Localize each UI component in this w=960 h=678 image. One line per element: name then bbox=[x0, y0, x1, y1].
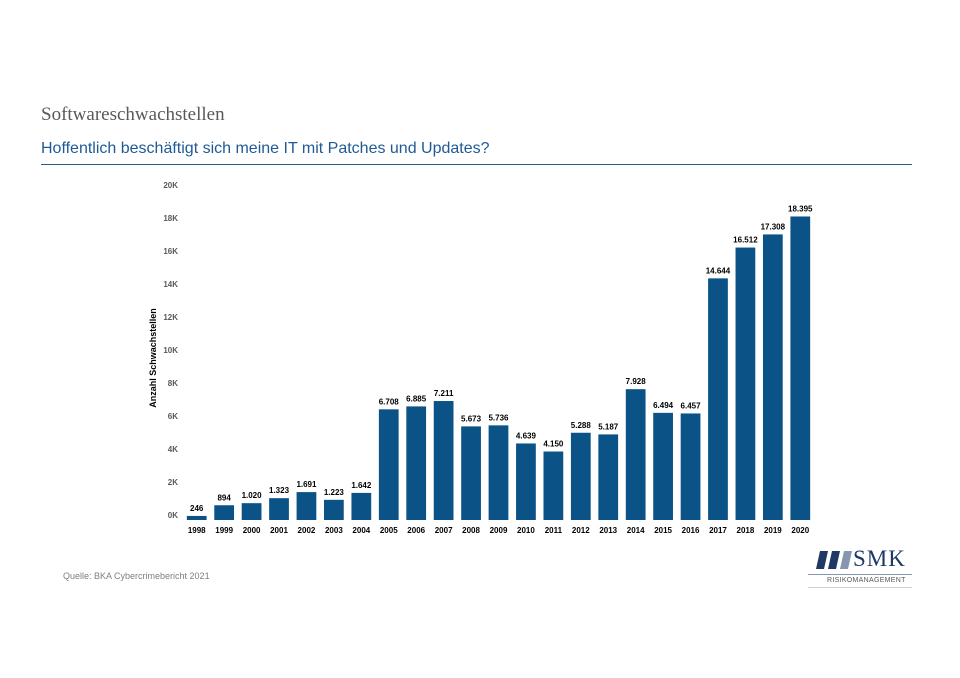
bar bbox=[351, 492, 372, 520]
data-label: 1.223 bbox=[324, 488, 345, 497]
data-label: 1.020 bbox=[242, 491, 263, 500]
y-axis-label: Anzahl Schwachstellen bbox=[148, 308, 158, 408]
bar bbox=[406, 406, 427, 520]
x-tick-label: 2005 bbox=[380, 526, 398, 535]
data-label: 6.708 bbox=[379, 397, 400, 406]
bar bbox=[735, 247, 756, 521]
y-tick-label: 6K bbox=[168, 412, 178, 421]
data-label: 14.644 bbox=[706, 266, 731, 275]
bar bbox=[324, 499, 344, 520]
bar bbox=[269, 498, 289, 520]
title-divider bbox=[41, 164, 912, 165]
x-tick-label: 2003 bbox=[325, 526, 343, 535]
y-axis: 0K 2K 4K 6K 8K 10K 12K 14K 16K 18K 20K bbox=[163, 181, 178, 520]
x-tick-label: 2014 bbox=[627, 526, 645, 535]
x-tick-label: 2001 bbox=[270, 526, 288, 535]
bar bbox=[516, 443, 536, 520]
logo-tagline: RISIKOMANAGEMENT bbox=[827, 577, 906, 584]
data-label: 4.150 bbox=[543, 440, 564, 449]
x-axis: 1998 1999 2000 2001 2002 2003 2004 2005 2006 2007… bbox=[188, 526, 810, 535]
data-label: 894 bbox=[217, 493, 231, 502]
source-note: Quelle: BKA Cybercrimebericht 2021 bbox=[63, 571, 210, 581]
bar bbox=[433, 401, 454, 520]
data-label: 6.885 bbox=[406, 394, 427, 403]
y-tick-label: 4K bbox=[168, 445, 178, 454]
logo-name: SMK bbox=[853, 546, 906, 571]
x-tick-label: 2000 bbox=[243, 526, 261, 535]
x-tick-label: 2007 bbox=[435, 526, 453, 535]
logo-divider-bottom bbox=[808, 587, 912, 588]
bar bbox=[241, 503, 262, 520]
data-label: 7.211 bbox=[434, 389, 454, 398]
data-label: 5.288 bbox=[571, 421, 592, 430]
x-tick-label: 2012 bbox=[572, 526, 590, 535]
company-logo: SMK RISIKOMANAGEMENT bbox=[808, 546, 912, 589]
bar bbox=[625, 389, 646, 520]
logo-divider bbox=[808, 574, 912, 575]
y-tick-label: 8K bbox=[168, 379, 178, 388]
x-tick-label: 2006 bbox=[407, 526, 425, 535]
y-tick-label: 18K bbox=[163, 214, 178, 223]
data-label: 6.494 bbox=[653, 401, 674, 410]
bar-series: 246 894 1.020 1.323 1.691 1.223 1.642 6.708 6.88… bbox=[186, 204, 813, 521]
y-tick-label: 14K bbox=[163, 280, 178, 289]
bar bbox=[186, 515, 207, 520]
data-label: 6.457 bbox=[681, 401, 702, 410]
x-tick-label: 2016 bbox=[682, 526, 700, 535]
data-label: 5.736 bbox=[488, 413, 509, 422]
y-tick-label: 20K bbox=[163, 181, 178, 190]
data-label: 246 bbox=[190, 504, 204, 513]
bar bbox=[680, 413, 701, 520]
x-tick-label: 1999 bbox=[215, 526, 233, 535]
logo-stripes-icon bbox=[816, 551, 852, 569]
bar bbox=[488, 425, 509, 520]
bar bbox=[570, 432, 591, 520]
x-tick-label: 2010 bbox=[517, 526, 535, 535]
x-tick-label: 2008 bbox=[462, 526, 480, 535]
bar bbox=[296, 492, 317, 520]
data-label: 7.928 bbox=[626, 377, 647, 386]
data-label: 16.512 bbox=[733, 236, 758, 245]
x-tick-label: 2019 bbox=[764, 526, 782, 535]
x-tick-label: 2018 bbox=[737, 526, 755, 535]
x-tick-label: 2013 bbox=[599, 526, 617, 535]
y-tick-label: 2K bbox=[168, 478, 178, 487]
x-tick-label: 2004 bbox=[352, 526, 370, 535]
bar bbox=[543, 451, 564, 520]
bar bbox=[378, 409, 399, 520]
data-label: 1.323 bbox=[269, 486, 290, 495]
x-tick-label: 2020 bbox=[791, 526, 809, 535]
slide-subtitle: Hoffentlich beschäftigt sich meine IT mi… bbox=[41, 140, 490, 157]
x-tick-label: 2002 bbox=[298, 526, 316, 535]
y-tick-label: 16K bbox=[163, 247, 178, 256]
data-label: 17.308 bbox=[761, 222, 786, 231]
x-tick-label: 2011 bbox=[545, 526, 563, 535]
x-tick-label: 2017 bbox=[709, 526, 727, 535]
data-label: 5.673 bbox=[461, 414, 482, 423]
data-label: 4.639 bbox=[516, 431, 537, 440]
x-tick-label: 1998 bbox=[188, 526, 206, 535]
y-tick-label: 12K bbox=[163, 313, 178, 322]
bar bbox=[708, 278, 728, 520]
bar bbox=[762, 234, 783, 521]
bar bbox=[790, 216, 811, 521]
y-tick-label: 10K bbox=[163, 346, 178, 355]
data-label: 18.395 bbox=[788, 204, 813, 213]
y-tick-label: 0K bbox=[168, 511, 178, 520]
slide-title: Softwareschwachstellen bbox=[41, 104, 225, 125]
data-label: 1.691 bbox=[296, 480, 317, 489]
data-label: 1.642 bbox=[351, 481, 372, 490]
x-tick-label: 2015 bbox=[654, 526, 672, 535]
data-label: 5.187 bbox=[598, 422, 619, 431]
bar bbox=[461, 426, 481, 520]
bar bbox=[598, 434, 619, 520]
x-tick-label: 2009 bbox=[490, 526, 508, 535]
bar bbox=[653, 412, 673, 520]
bar bbox=[214, 505, 235, 520]
